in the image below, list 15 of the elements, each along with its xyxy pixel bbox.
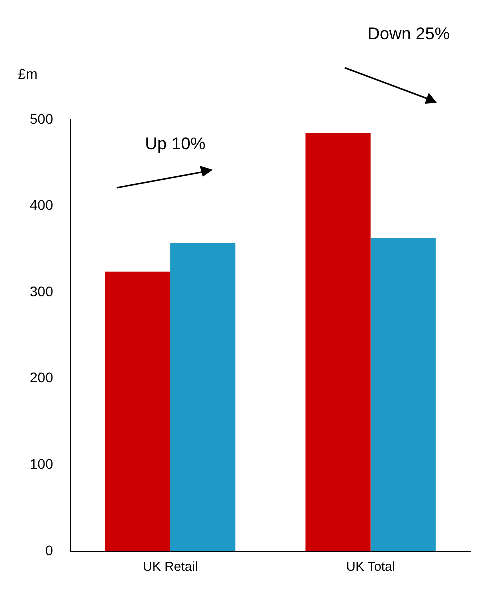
bar <box>105 272 171 552</box>
y-tick-label: 500 <box>30 110 54 127</box>
bar <box>370 238 436 552</box>
x-tick-label: UK Retail <box>143 558 198 574</box>
y-tick-label: 400 <box>30 197 54 214</box>
y-tick-label: 100 <box>30 456 54 472</box>
y-tick-label: 200 <box>30 370 54 386</box>
annotation: Up 10% <box>145 134 206 154</box>
y-tick-label: 0 <box>46 542 54 558</box>
text: Down 25% <box>368 24 450 44</box>
y-tick-label: 300 <box>30 283 54 300</box>
bar <box>306 132 371 552</box>
x-tick-label: UK Total <box>346 558 396 574</box>
y-axis-title: £m <box>18 66 38 82</box>
bar <box>170 243 236 552</box>
